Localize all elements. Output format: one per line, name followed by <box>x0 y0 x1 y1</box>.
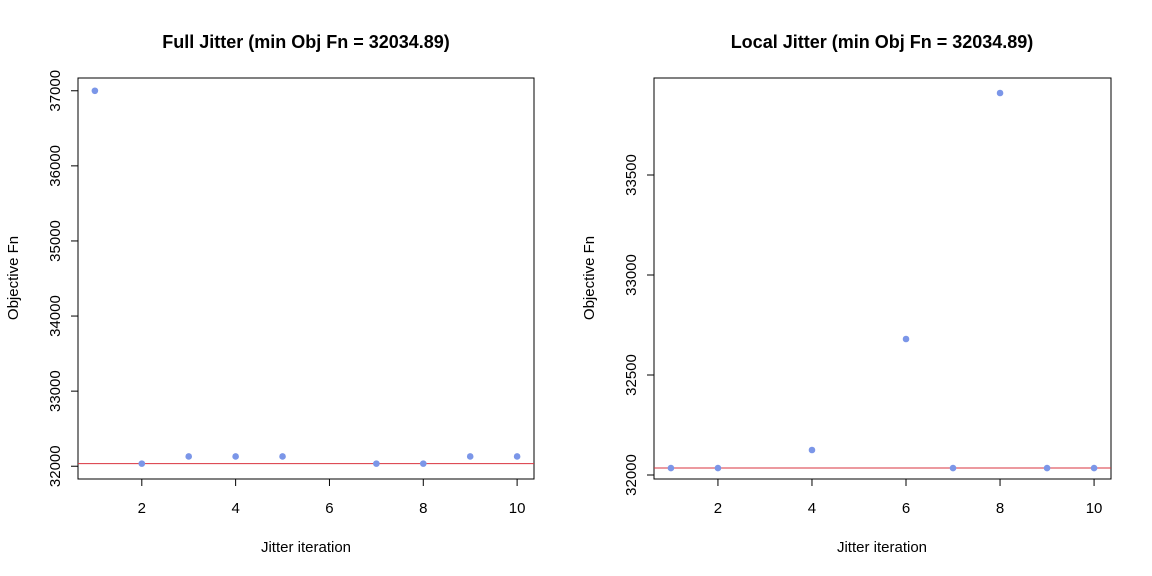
y-tick-label: 32000 <box>47 445 64 487</box>
y-tick-label: 33000 <box>47 370 64 412</box>
data-point <box>902 335 910 343</box>
x-axis-label: Jitter iteration <box>837 539 927 556</box>
y-tick-label: 37000 <box>47 70 64 112</box>
chart-title: Local Jitter (min Obj Fn = 32034.89) <box>731 32 1034 52</box>
data-point <box>419 460 427 467</box>
y-tick-label: 32000 <box>623 454 640 496</box>
y-axis: 32000 33000 34000 35000 36000 37000 <box>47 70 79 487</box>
x-tick-label: 2 <box>714 500 722 517</box>
y-axis-label: Objective Fn <box>5 236 22 320</box>
x-axis: 2 4 6 8 10 <box>714 478 1103 517</box>
y-axis-label: Objective Fn <box>581 236 598 320</box>
panel-local-jitter: Local Jitter (min Obj Fn = 32034.89) 2 4 6… <box>581 32 1112 556</box>
data-point <box>232 453 239 460</box>
x-tick-label: 2 <box>138 500 146 517</box>
y-axis: 32000 32500 33000 33500 <box>623 154 655 496</box>
plot-frame <box>653 77 1112 480</box>
data-point <box>996 89 1004 97</box>
panel-full-jitter: Full Jitter (min Obj Fn = 32034.89) 2 4 6 8… <box>5 32 535 556</box>
x-axis: 2 4 6 8 10 <box>138 478 526 517</box>
data-point <box>1043 464 1051 472</box>
chart-title: Full Jitter (min Obj Fn = 32034.89) <box>162 32 450 52</box>
y-tick-label: 36000 <box>47 145 64 187</box>
data-point <box>373 460 380 467</box>
data-point <box>667 464 675 472</box>
data-point <box>949 464 957 472</box>
y-tick-label: 33500 <box>623 154 640 196</box>
data-point <box>279 453 286 460</box>
data-point <box>91 87 99 95</box>
x-tick-label: 10 <box>1086 500 1103 517</box>
x-axis-label: Jitter iteration <box>261 539 351 556</box>
points-layer <box>667 89 1098 472</box>
data-point <box>138 460 146 467</box>
y-tick-label: 35000 <box>47 220 64 262</box>
x-tick-label: 8 <box>419 500 427 517</box>
points-layer <box>91 87 521 467</box>
data-point <box>714 464 722 472</box>
x-tick-label: 4 <box>808 500 816 517</box>
y-tick-label: 33000 <box>623 254 640 296</box>
data-point <box>1090 464 1098 472</box>
data-point <box>808 446 816 454</box>
x-tick-label: 8 <box>996 500 1004 517</box>
data-point <box>513 453 521 460</box>
y-tick-label: 32500 <box>623 354 640 396</box>
y-tick-label: 34000 <box>47 295 64 337</box>
data-point <box>185 453 193 460</box>
x-tick-label: 6 <box>902 500 910 517</box>
x-tick-label: 6 <box>325 500 333 517</box>
plot-frame <box>77 77 535 480</box>
data-point <box>466 453 474 460</box>
x-tick-label: 10 <box>509 500 526 517</box>
x-tick-label: 4 <box>231 500 239 517</box>
